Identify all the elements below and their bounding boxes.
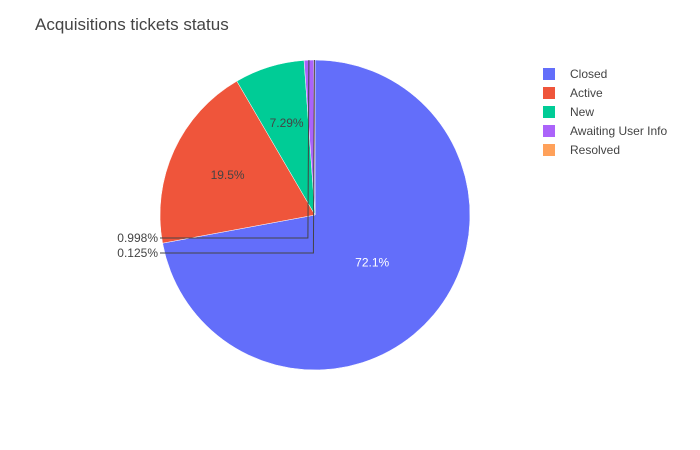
legend-item-closed[interactable]: Closed — [543, 67, 607, 81]
leader-line-resolved — [160, 59, 315, 254]
legend-label: Resolved — [570, 143, 620, 157]
legend-label: Awaiting User Info — [570, 124, 667, 138]
legend-swatch — [543, 106, 555, 118]
legend: Closed Active New Awaiting User Info Resolve… — [543, 67, 667, 157]
legend-swatch — [543, 87, 555, 99]
legend-label: Closed — [570, 67, 607, 81]
legend-item-new[interactable]: New — [543, 105, 594, 119]
legend-swatch — [543, 68, 555, 80]
pie-slice-closed[interactable] — [162, 59, 471, 371]
slice-label-awaiting-user-info: 0.998% — [117, 231, 158, 245]
legend-item-resolved[interactable]: Resolved — [543, 143, 620, 157]
slice-label-new: 7.29% — [270, 116, 304, 130]
chart-title: Acquisitions tickets status — [35, 15, 229, 34]
pie-slice-labels: 72.1% 19.5% 7.29% 0.998%0.125% — [117, 59, 390, 270]
legend-swatch — [543, 144, 555, 156]
slice-label-active: 19.5% — [211, 168, 245, 182]
leader-line-awaiting-user-info — [160, 60, 310, 239]
slice-label-resolved: 0.125% — [117, 246, 158, 260]
legend-swatch — [543, 125, 555, 137]
legend-item-active[interactable]: Active — [543, 86, 603, 100]
legend-label: New — [570, 105, 594, 119]
slice-label-closed: 72.1% — [355, 256, 389, 270]
legend-label: Active — [570, 86, 603, 100]
pie-slice-active[interactable] — [159, 80, 316, 244]
pie-slices — [159, 59, 471, 371]
legend-item-awaiting-user-info[interactable]: Awaiting User Info — [543, 124, 667, 138]
